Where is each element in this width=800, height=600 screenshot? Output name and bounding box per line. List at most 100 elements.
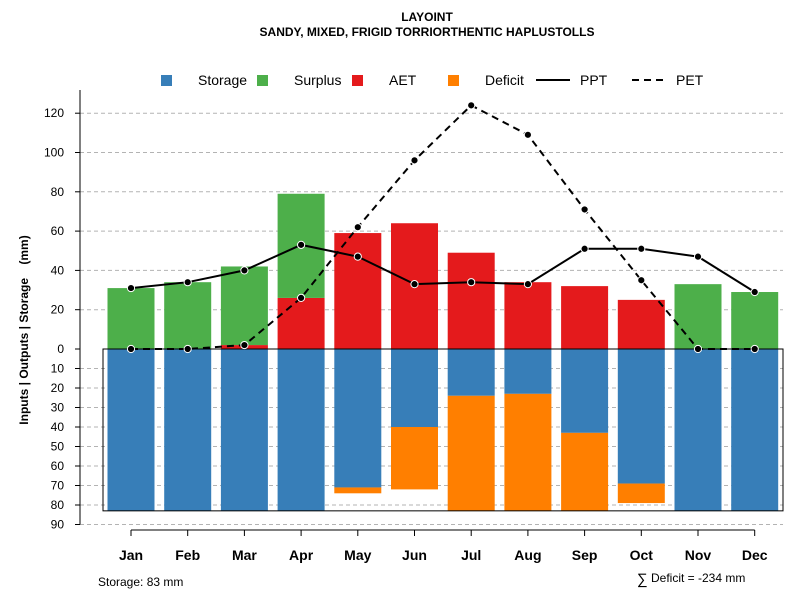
pet-point-aug (523, 130, 533, 139)
pet-point-jun (410, 156, 419, 165)
aet-bar-jul (447, 252, 495, 349)
deficit-bar-oct (617, 483, 665, 504)
x-tick-label-nov: Nov (685, 547, 712, 563)
y-tick-label-top-60: 60 (51, 224, 65, 238)
surplus-bar-feb (164, 282, 212, 349)
x-tick-label-jan: Jan (119, 547, 143, 563)
ppt-point-sep (580, 244, 589, 253)
ppt-point-apr (297, 240, 306, 249)
x-tick-label-jul: Jul (461, 547, 481, 563)
storage-bar-oct (617, 349, 665, 484)
y-tick-label-bottom-90: 90 (51, 518, 65, 532)
deficit-bar-may (334, 487, 382, 494)
deficit-bar-aug (504, 393, 552, 511)
ppt-point-mar (240, 266, 249, 275)
storage-bar-nov (674, 349, 722, 511)
y-tick-label-top-40: 40 (51, 263, 65, 277)
y-tick-label-top-20: 20 (51, 303, 65, 317)
y-axis-label: Inputs | Outputs | Storage (mm) (17, 235, 31, 424)
legend-storage-swatch (161, 75, 172, 86)
deficit-note: Deficit = -234 mm (651, 571, 745, 585)
lines-layer (126, 101, 759, 354)
x-tick-label-mar: Mar (232, 547, 257, 563)
storage-bar-apr (277, 349, 325, 511)
storage-bar-mar (220, 349, 268, 511)
deficit-bar-sep (561, 432, 609, 511)
ppt-point-jun (410, 280, 419, 289)
legend-surplus-swatch (257, 75, 268, 86)
storage-bar-feb (164, 349, 212, 511)
pet-point-oct (637, 276, 646, 285)
legend-aet-swatch (352, 75, 363, 86)
y-tick-label-bottom-60: 60 (51, 459, 65, 473)
ppt-point-aug (523, 280, 533, 289)
storage-note: Storage: 83 mm (98, 575, 183, 589)
pet-point-feb (183, 344, 192, 354)
pet-point-nov (693, 344, 703, 354)
y-tick-label-bottom-70: 70 (51, 479, 65, 493)
y-tick-label-top-0: 0 (57, 342, 64, 356)
x-tick-label-dec: Dec (742, 547, 768, 563)
surplus-bar-nov (674, 284, 722, 349)
y-tick-label-bottom-30: 30 (51, 401, 65, 415)
ppt-point-nov (693, 252, 703, 261)
aet-bar-aug (504, 282, 552, 349)
chart-legend: Storage Surplus AET Deficit PPT PET (161, 72, 704, 88)
legend-deficit-label: Deficit (485, 72, 524, 88)
x-tick-label-aug: Aug (514, 547, 541, 563)
storage-bar-sep (561, 349, 609, 433)
surplus-bar-mar (220, 266, 268, 346)
surplus-bar-dec (731, 292, 779, 349)
chart-title: LAYOINT (401, 10, 453, 24)
x-tick-label-sep: Sep (572, 547, 598, 563)
ppt-point-may (353, 252, 362, 261)
y-tick-label-bottom-40: 40 (51, 420, 65, 434)
storage-bar-jul (447, 349, 495, 396)
pet-point-apr (297, 293, 306, 303)
y-tick-label-bottom-20: 20 (51, 381, 65, 395)
storage-bar-jun (391, 349, 438, 427)
y-tick-label-bottom-50: 50 (51, 440, 65, 454)
aet-bar-may (334, 233, 382, 349)
y-tick-label-top-120: 120 (44, 106, 64, 120)
deficit-bar-jun (391, 427, 438, 490)
y-tick-label-bottom-80: 80 (51, 498, 65, 512)
aet-bar-sep (561, 286, 609, 349)
aet-bar-oct (617, 299, 665, 349)
pet-point-may (353, 223, 362, 232)
pet-point-dec (750, 344, 759, 354)
storage-frame (102, 348, 784, 512)
y-tick-label-top-100: 100 (44, 146, 64, 160)
legend-aet-label: AET (389, 72, 417, 88)
storage-bar-aug (504, 349, 552, 394)
pet-point-jul (467, 101, 476, 110)
legend-deficit-swatch (448, 75, 459, 86)
chart-subtitle: SANDY, MIXED, FRIGID TORRIORTHENTIC HAPL… (260, 25, 595, 39)
x-tick-label-feb: Feb (175, 547, 200, 563)
pet-point-jan (126, 344, 136, 354)
legend-storage-label: Storage (198, 72, 247, 88)
legend-ppt-label: PPT (580, 72, 608, 88)
legend-surplus-label: Surplus (294, 72, 341, 88)
y-tick-label-bottom-10: 10 (51, 362, 65, 376)
x-tick-label-jun: Jun (402, 547, 427, 563)
ppt-line (130, 243, 756, 293)
storage-bar-dec (731, 349, 779, 511)
ppt-point-dec (750, 287, 759, 297)
axes-layer: 0 20 40 60 80 100 120 10 20 30 40 50 60 70 80 90 Jan Feb M… (44, 90, 768, 563)
pet-point-mar (240, 340, 249, 350)
surplus-bar-jan (107, 288, 155, 349)
bars-layer (107, 193, 779, 511)
aet-bar-apr (277, 297, 325, 349)
deficit-bar-jul (447, 395, 495, 511)
storage-bar-jan (107, 349, 155, 511)
x-tick-label-oct: Oct (630, 547, 654, 563)
pet-point-sep (580, 205, 589, 214)
x-tick-label-may: May (344, 547, 371, 563)
y-tick-label-top-80: 80 (51, 185, 65, 199)
storage-bar-may (334, 349, 382, 488)
ppt-point-jul (467, 278, 476, 287)
legend-pet-label: PET (676, 72, 704, 88)
ppt-point-feb (183, 278, 192, 287)
